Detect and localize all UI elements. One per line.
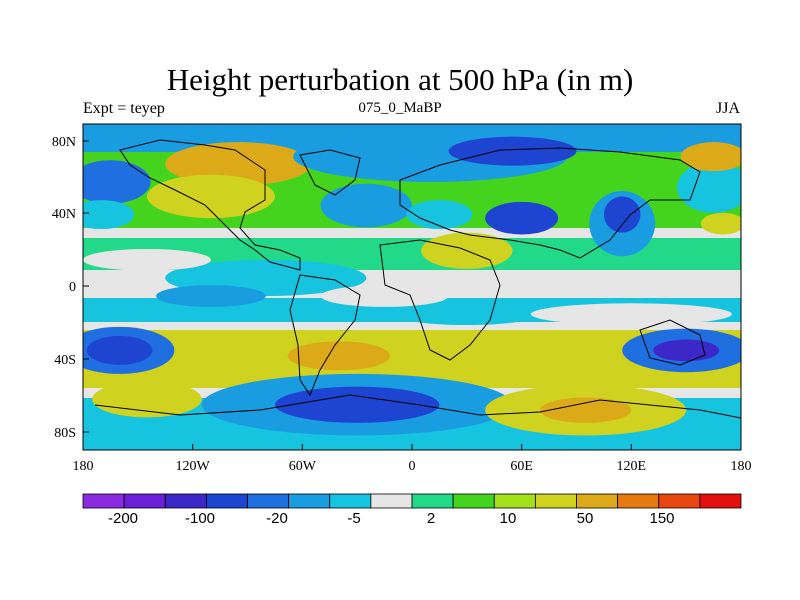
field-region — [393, 303, 540, 326]
field-region — [406, 200, 473, 230]
y-tick-label: 80N — [52, 135, 76, 150]
coastline-australia — [639, 319, 706, 366]
field-region — [448, 136, 577, 166]
colorbar-box — [164, 493, 207, 509]
experiment-label: Expt = teyep — [83, 100, 165, 117]
colorbar-box — [658, 493, 701, 509]
band-north-white — [83, 228, 741, 238]
colorbar-label: -100 — [185, 510, 215, 527]
field-region — [485, 201, 559, 235]
x-tick-label: 0 — [409, 459, 416, 474]
x-tick-label: 180 — [731, 459, 752, 474]
field-region — [92, 381, 202, 418]
field-region — [603, 196, 641, 233]
coastline-antarctica — [94, 394, 741, 419]
colorbar-box — [123, 493, 166, 509]
field-region — [83, 248, 211, 271]
colorbar-label: -5 — [347, 510, 360, 527]
run-label: 075_0_MaBP — [358, 100, 442, 116]
season-label: JJA — [715, 100, 740, 117]
colorbar-box — [617, 493, 660, 509]
coastline-greenland — [299, 149, 361, 196]
field-region — [287, 341, 391, 371]
x-tick-marks — [82, 444, 742, 450]
field-region — [680, 142, 741, 172]
colorbar-label: 2 — [427, 510, 435, 527]
band-south-white — [83, 322, 741, 330]
field-region — [653, 339, 720, 362]
field-region — [530, 303, 732, 326]
colorbar-box — [576, 493, 619, 509]
y-tick-label: 40N — [52, 207, 76, 222]
field-region — [320, 183, 412, 228]
colorbar-label: -20 — [266, 510, 288, 527]
field-region — [539, 397, 632, 423]
colorbar-box — [493, 493, 536, 509]
y-tick-label: 0 — [69, 280, 76, 295]
colorbar-box — [205, 493, 248, 509]
colorbar — [82, 493, 742, 509]
field-region — [320, 285, 449, 307]
y-tick-label: 40S — [54, 353, 76, 368]
field-region — [274, 386, 440, 423]
field-region — [677, 162, 741, 213]
x-tick-label: 120E — [617, 459, 647, 474]
field-region — [165, 142, 312, 186]
field-region — [146, 174, 275, 219]
field-region — [83, 160, 151, 204]
colorbar-box — [699, 493, 742, 509]
y-tick-marks — [83, 140, 89, 433]
field-region — [448, 337, 595, 382]
colorbar-label: 50 — [577, 510, 594, 527]
field-layer — [83, 131, 741, 436]
colorbar-label: -200 — [108, 510, 138, 527]
field-region — [86, 335, 153, 365]
field-region — [83, 200, 135, 230]
colorbar-box — [411, 493, 454, 509]
x-tick-label: 180 — [73, 459, 94, 474]
coastline-eurasia — [399, 147, 701, 259]
figure-title: Height perturbation at 500 hPa (in m) — [166, 62, 634, 97]
x-tick-label: 60W — [289, 459, 317, 474]
colorbar-label: 10 — [500, 510, 517, 527]
coastline-south-america — [289, 274, 361, 397]
coastlines — [94, 139, 741, 419]
colorbar-labels: -200 -100 -20 -5 2 10 50 150 — [108, 510, 675, 527]
x-tick-label: 60E — [510, 459, 533, 474]
colorbar-box — [82, 493, 125, 509]
coastline-africa — [379, 239, 501, 361]
x-tick-label: 120W — [176, 459, 211, 474]
colorbar-box — [247, 493, 290, 509]
colorbar-box — [288, 493, 331, 509]
colorbar-label: 150 — [649, 510, 674, 527]
colorbar-box — [534, 493, 577, 509]
y-tick-label: 80S — [54, 426, 76, 441]
colorbar-box — [329, 493, 372, 509]
colorbar-box — [370, 493, 413, 509]
coastline-north-america — [119, 139, 301, 271]
colorbar-box — [452, 493, 495, 509]
field-region — [156, 285, 266, 307]
field-region — [700, 212, 741, 235]
